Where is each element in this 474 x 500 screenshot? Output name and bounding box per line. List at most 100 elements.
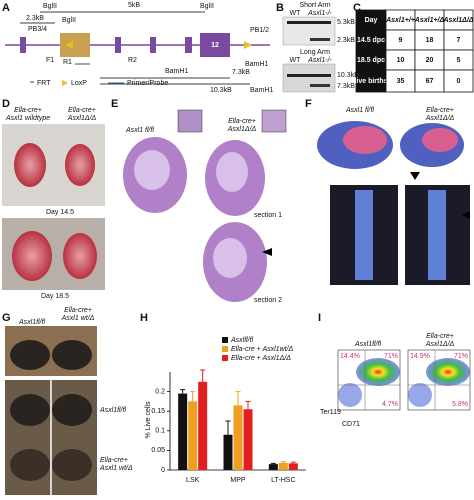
table-cell-text: live births xyxy=(354,78,387,85)
bar xyxy=(223,434,233,470)
panel-g-ellipse xyxy=(52,394,92,426)
panel-e-polygon xyxy=(262,248,272,256)
site-label: BglII xyxy=(43,3,57,10)
section-label: section 2 xyxy=(254,297,282,304)
genotype-label: Ella-cre+ xyxy=(426,333,454,340)
legend-label: Ella-cre + Asxl1Δ/Δ xyxy=(231,355,291,362)
bar xyxy=(278,462,288,470)
panel-a-rect xyxy=(185,37,192,53)
panel-a-polygon xyxy=(244,41,252,49)
y-tick-label: 0.15 xyxy=(151,408,165,415)
genotype-label: Asxl1 fl/fl xyxy=(125,127,154,134)
panel-d-ellipse xyxy=(14,143,46,187)
table-cell-text: 5 xyxy=(457,57,461,64)
error-bar xyxy=(235,391,241,406)
genotype-label: Asxl1Δ/Δ xyxy=(425,115,455,122)
gel-title: Short Arm xyxy=(299,2,330,9)
bar xyxy=(288,463,298,470)
table-header: Asxl1Δ/Δ xyxy=(442,17,473,24)
bar xyxy=(233,405,243,470)
photo-caption: Day 14.5 xyxy=(46,209,74,216)
site-label: BamH1 xyxy=(245,61,268,68)
table-cell-text: 9 xyxy=(399,37,403,44)
panel-g-ellipse xyxy=(52,340,92,370)
quadrant-percent: 14.9% xyxy=(410,353,430,360)
genotype-label: Asxl1 wildtype xyxy=(5,115,50,122)
error-bar xyxy=(245,400,251,410)
panel-f-ellipse xyxy=(422,128,458,152)
panel-f-rect xyxy=(428,190,446,280)
panel-a-polygon xyxy=(62,80,68,86)
panel-a-rect xyxy=(150,37,156,53)
axis-label: CD71 xyxy=(342,421,360,428)
panel-a-rect xyxy=(20,37,26,53)
panel-a: A BglII 5kB BglII 2.3kB PB3/4 BglII PB1/… xyxy=(2,2,273,94)
panel-d-ellipse xyxy=(65,144,95,186)
size-label: 5kB xyxy=(128,2,140,9)
table-cell-text: 18 xyxy=(426,37,434,44)
panel-b-rect xyxy=(287,74,331,77)
panel-g-ellipse xyxy=(10,340,50,370)
legend-label: Ella-cre + Asxl1wt/Δ xyxy=(231,346,294,353)
table-cell-text: 35 xyxy=(397,78,405,85)
legend-label: Primer/Probe xyxy=(127,80,168,87)
table-cell-text: 18.5 dpc xyxy=(357,57,385,64)
genotype-label: Ella-cre+ xyxy=(14,107,42,114)
table-cell-text: 20 xyxy=(426,57,434,64)
panel-i: I Asxl1fl/fl Ella-cre+ Asxl1Δ/Δ 14.4% 71… xyxy=(318,312,471,428)
table-header: Asxl1+/Δ xyxy=(414,17,445,24)
panel-e-rect xyxy=(261,109,287,133)
panel-b-rect xyxy=(310,38,330,41)
genotype-label: Ella-cre+ xyxy=(100,457,128,464)
table-cell-text: 0 xyxy=(457,78,461,85)
panel-f-rect xyxy=(355,190,373,280)
site-label: BamH1 xyxy=(165,68,188,75)
photo-caption: Day 18.5 xyxy=(41,293,69,300)
panel-c: C Day Asxl1+/+ Asxl1+/Δ Asxl1Δ/Δ 14.5 dpc 9 18… xyxy=(353,2,474,93)
lane-label: WT xyxy=(290,57,302,64)
genotype-label: Asxl1 fl/fl xyxy=(345,107,374,114)
size-label: 2.3kB xyxy=(26,15,44,22)
legend-label: LoxP xyxy=(71,80,87,87)
panel-b: B Short Arm WT Asxl1-/- 5.3kB 2.3kB Long… xyxy=(276,2,359,93)
bar xyxy=(188,401,198,470)
legend-swatch xyxy=(222,337,228,343)
quadrant-percent: 71% xyxy=(384,353,398,360)
genotype-label: Ella-cre+ xyxy=(64,307,92,314)
axis-label: Ter119 xyxy=(320,409,341,416)
size-label: 7.3kB xyxy=(232,69,250,76)
size-label: 10.3kB xyxy=(210,87,232,94)
panel-f-polygon xyxy=(410,172,420,180)
panel-b-rect xyxy=(287,21,331,24)
panel-d: D Ella-cre+ Asxl1 wildtype Ella-cre+ Asx… xyxy=(2,98,105,300)
bar xyxy=(268,464,278,470)
error-bar xyxy=(290,461,296,464)
table-header: Asxl1+/+ xyxy=(385,17,415,24)
primer-label: F1 xyxy=(46,57,54,64)
probe-label: PB3/4 xyxy=(28,26,47,33)
panel-a-rect xyxy=(60,33,90,57)
site-label: BglII xyxy=(62,17,76,24)
size-label: 5.3kB xyxy=(337,19,355,26)
bar xyxy=(243,409,253,470)
panel-g: G Asxl1fl/fl Ella-cre+ Asxl1 wt/Δ Asxl1f… xyxy=(2,307,133,495)
panel-a-rect xyxy=(200,33,230,57)
genotype-label: Asxl1Δ/Δ xyxy=(227,126,257,133)
panel-g-ellipse xyxy=(52,449,92,481)
panel-b-rect xyxy=(282,63,336,93)
error-bar xyxy=(180,389,186,394)
y-axis-label: % Live cells xyxy=(145,401,152,438)
genotype-label: Asxl1 wt/Δ xyxy=(61,315,95,322)
error-bar xyxy=(270,462,276,465)
table: Day Asxl1+/+ Asxl1+/Δ Asxl1Δ/Δ 14.5 dpc 9 18 7 1… xyxy=(354,9,474,93)
bar-chart: 0 0.05 0.1 0.15 0.2 LSK MPP LT-HSC Asxlfl/fl Ella… xyxy=(151,337,306,484)
y-tick-label: 0.05 xyxy=(151,447,165,454)
lane-label: Asxl1-/- xyxy=(307,10,332,17)
panel-letter: D xyxy=(2,98,10,110)
panel-a-polygon xyxy=(65,41,73,49)
panel-i-ellipse xyxy=(408,383,432,407)
bar xyxy=(198,381,208,470)
primer-label: R2 xyxy=(128,57,137,64)
y-tick-label: 0.1 xyxy=(155,428,165,435)
error-bar xyxy=(280,461,286,463)
